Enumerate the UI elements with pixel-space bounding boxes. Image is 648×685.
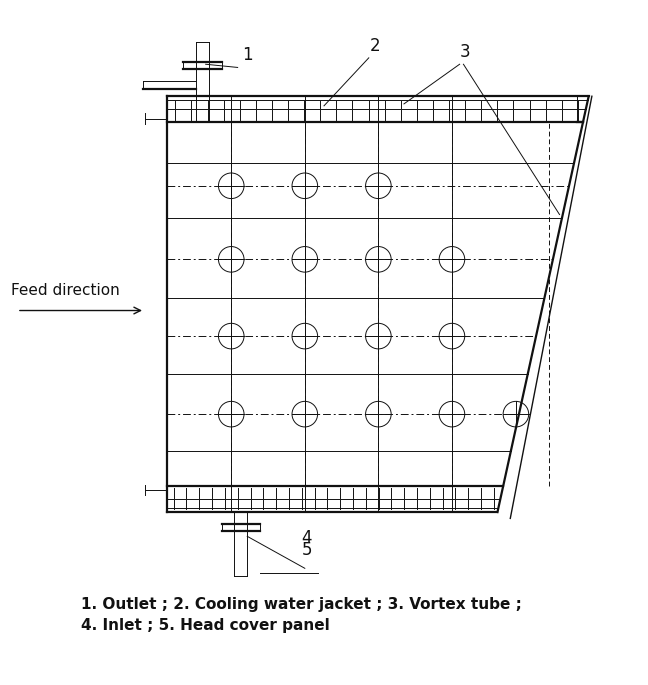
Text: 1: 1 — [242, 47, 253, 64]
Text: 4: 4 — [301, 529, 312, 547]
Text: 2: 2 — [370, 37, 380, 55]
Text: 3: 3 — [459, 43, 470, 61]
Text: 1. Outlet ; 2. Cooling water jacket ; 3. Vortex tube ;: 1. Outlet ; 2. Cooling water jacket ; 3.… — [81, 597, 522, 612]
Text: Feed direction: Feed direction — [10, 283, 119, 298]
Text: 5: 5 — [301, 541, 312, 560]
Text: 4. Inlet ; 5. Head cover panel: 4. Inlet ; 5. Head cover panel — [81, 618, 330, 633]
